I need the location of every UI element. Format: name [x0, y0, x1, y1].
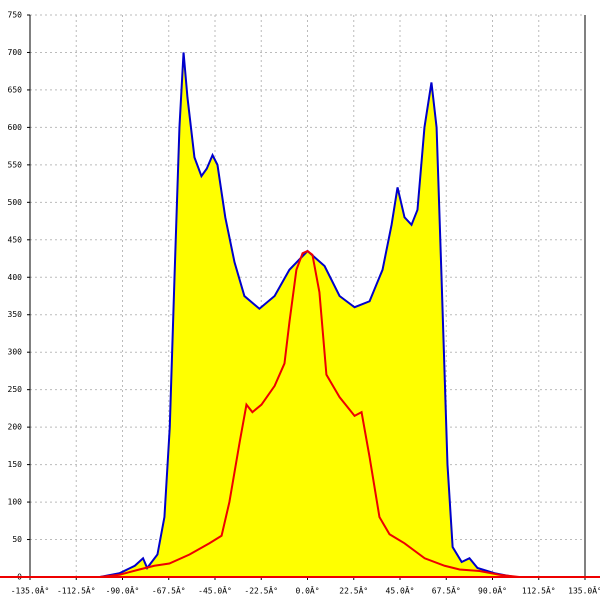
y-tick-label: 350 [8, 310, 23, 319]
x-tick-label: -90.0Â° [106, 585, 140, 596]
y-tick-label: 150 [8, 460, 23, 469]
x-tick-label: -22.5Â° [244, 585, 278, 596]
y-tick-label: 300 [8, 348, 23, 357]
y-tick-label: 550 [8, 160, 23, 169]
y-tick-label: 250 [8, 385, 23, 394]
x-tick-label: -67.5Â° [152, 585, 186, 596]
y-tick-label: 600 [8, 123, 23, 132]
x-tick-label: 90.0Â° [478, 585, 507, 596]
x-tick-label: 22.5Â° [339, 585, 368, 596]
y-tick-label: 450 [8, 235, 23, 244]
x-tick-label: 0.0Â° [295, 585, 319, 596]
area-line [99, 52, 515, 578]
y-tick-label: 200 [8, 423, 23, 432]
x-tick-label: -45.0Â° [198, 585, 232, 596]
y-tick-label: 500 [8, 198, 23, 207]
y-tick-label: 100 [8, 498, 23, 507]
x-tick-label: 135.0Â° [568, 585, 600, 596]
x-tick-label: 112.5Â° [522, 585, 556, 596]
y-tick-label: 750 [8, 11, 23, 20]
x-tick-label: -112.5Â° [57, 585, 96, 596]
y-tick-label: 50 [12, 535, 22, 544]
x-tick-label: 45.0Â° [386, 585, 415, 596]
x-tick-label: -135.0Â° [11, 585, 50, 596]
y-tick-label: 400 [8, 273, 23, 282]
x-tick-label: 67.5Â° [432, 585, 461, 596]
y-tick-label: 700 [8, 48, 23, 57]
y-tick-label: 650 [8, 85, 23, 94]
area-fill [99, 52, 515, 577]
line [99, 249, 520, 578]
